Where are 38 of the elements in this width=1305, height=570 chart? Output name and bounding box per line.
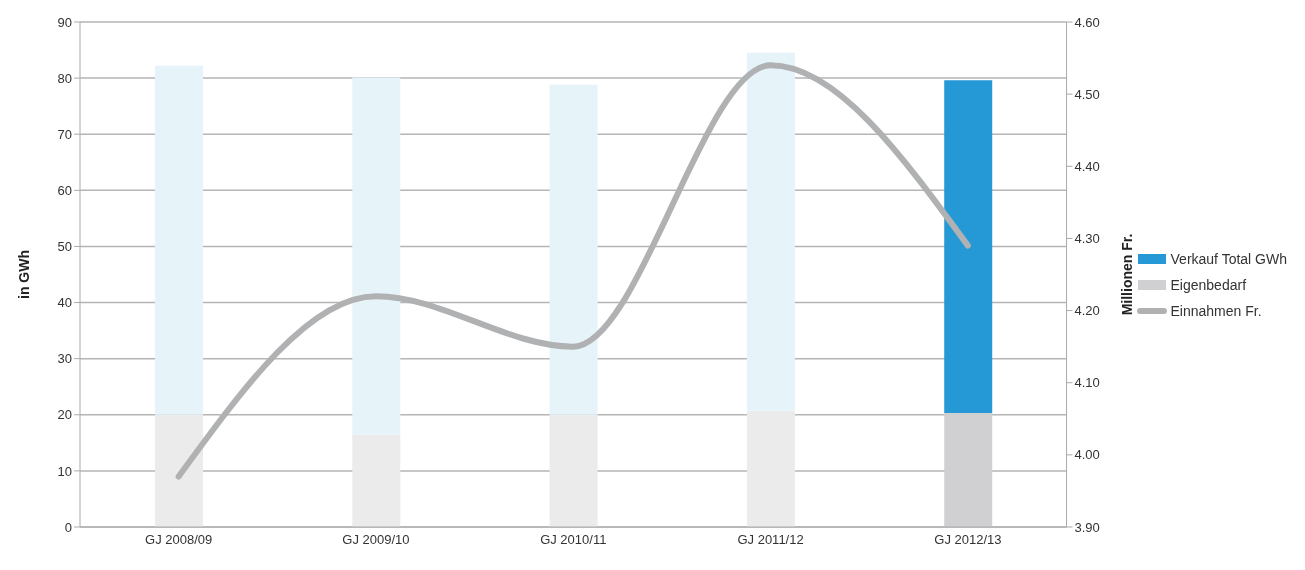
- y2-tick-label: 4.30: [1074, 231, 1100, 247]
- y2-tick-label: 4.40: [1074, 158, 1100, 174]
- y-tick-label: 0: [64, 519, 72, 535]
- bar: [155, 65, 203, 415]
- bar: [352, 434, 401, 527]
- y-tick-label: 20: [57, 407, 72, 423]
- y-tick-label: 40: [57, 295, 72, 311]
- y-tick-label: 90: [57, 14, 72, 30]
- y2-tick-label: 4.20: [1074, 303, 1100, 319]
- bar: [155, 414, 203, 527]
- bar: [746, 52, 795, 411]
- legend-label: Verkauf Total GWh: [1170, 251, 1287, 267]
- y-tick-label: 10: [57, 463, 72, 479]
- y-tick-label: 70: [57, 126, 72, 142]
- y2-tick-label: 4.50: [1074, 86, 1100, 102]
- y2-tick-label: 4.00: [1074, 447, 1100, 463]
- bar: [549, 84, 598, 415]
- y-axis-title: in GWh: [15, 250, 32, 299]
- y-tick-label: 50: [57, 239, 72, 255]
- legend-label: Eigenbedarf: [1170, 277, 1247, 293]
- y2-axis-title: Millionen Fr.: [1118, 233, 1135, 316]
- x-tick-label: GJ 2009/10: [342, 532, 410, 548]
- bar: [746, 410, 795, 527]
- y-tick-label: 80: [57, 70, 72, 86]
- bar: [549, 414, 598, 527]
- bar: [352, 77, 401, 435]
- x-tick-label: GJ 2010/11: [540, 532, 607, 548]
- x-tick-label: GJ 2012/13: [934, 532, 1002, 548]
- y2-tick-label: 4.60: [1074, 14, 1100, 30]
- y-tick-label: 30: [57, 351, 72, 367]
- legend-label: Einnahmen Fr.: [1170, 303, 1262, 319]
- bar: [944, 80, 993, 414]
- x-tick-label: GJ 2008/09: [145, 532, 213, 548]
- y2-tick-label: 3.90: [1074, 519, 1100, 535]
- y2-tick-label: 4.10: [1074, 375, 1100, 391]
- y-tick-label: 60: [57, 182, 72, 198]
- x-tick-label: GJ 2011/12: [737, 532, 804, 548]
- bar: [944, 413, 993, 527]
